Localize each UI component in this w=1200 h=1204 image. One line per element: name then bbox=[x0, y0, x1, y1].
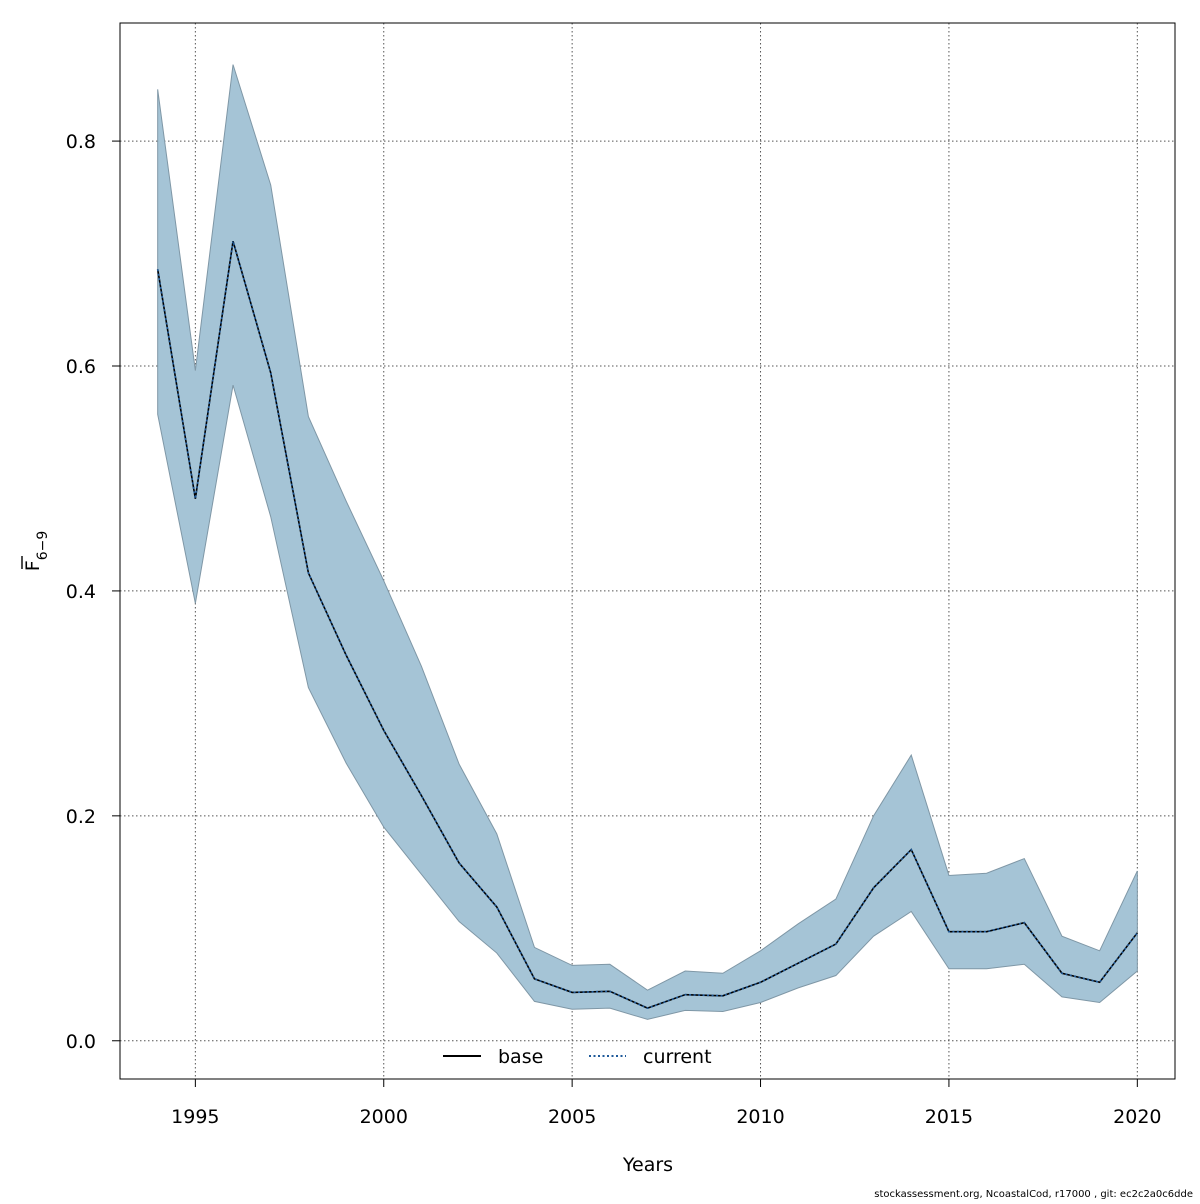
series-lines bbox=[156, 240, 1138, 1010]
y-axis-title-main: F bbox=[22, 560, 44, 571]
grid bbox=[120, 23, 1175, 1079]
footer-credit: stockassessment.org, NcoastalCod, r17000… bbox=[874, 1189, 1193, 1200]
confidence-band bbox=[157, 64, 1138, 1020]
y-tick-label: 0.0 bbox=[66, 1031, 96, 1053]
series-line-current bbox=[156, 240, 1138, 1010]
x-tick-label: 2015 bbox=[925, 1106, 973, 1128]
svg-text:F6−9: F6−9 bbox=[22, 531, 51, 571]
y-tick-label: 0.6 bbox=[66, 356, 96, 378]
y-axis-title: F6−9 bbox=[21, 531, 51, 571]
y-axis: 0.0 0.2 0.4 0.6 0.8 bbox=[66, 131, 121, 1053]
x-axis-title: Years bbox=[622, 1154, 673, 1176]
y-tick-label: 0.8 bbox=[66, 131, 96, 153]
x-tick-label: 2010 bbox=[736, 1106, 784, 1128]
y-tick-label: 0.2 bbox=[66, 806, 96, 828]
legend: base current bbox=[443, 1046, 712, 1068]
x-tick-label: 2005 bbox=[548, 1106, 596, 1128]
y-axis-title-subscript: 6−9 bbox=[35, 531, 51, 561]
x-tick-label: 1995 bbox=[171, 1106, 219, 1128]
x-tick-label: 2000 bbox=[360, 1106, 408, 1128]
legend-label-base: base bbox=[498, 1046, 543, 1068]
x-axis: 1995 2000 2005 2010 2015 2020 bbox=[171, 1078, 1162, 1128]
confidence-band-area bbox=[157, 64, 1138, 1020]
legend-label-current: current bbox=[643, 1046, 712, 1068]
y-tick-label: 0.4 bbox=[66, 581, 96, 603]
x-tick-label: 2020 bbox=[1113, 1106, 1161, 1128]
